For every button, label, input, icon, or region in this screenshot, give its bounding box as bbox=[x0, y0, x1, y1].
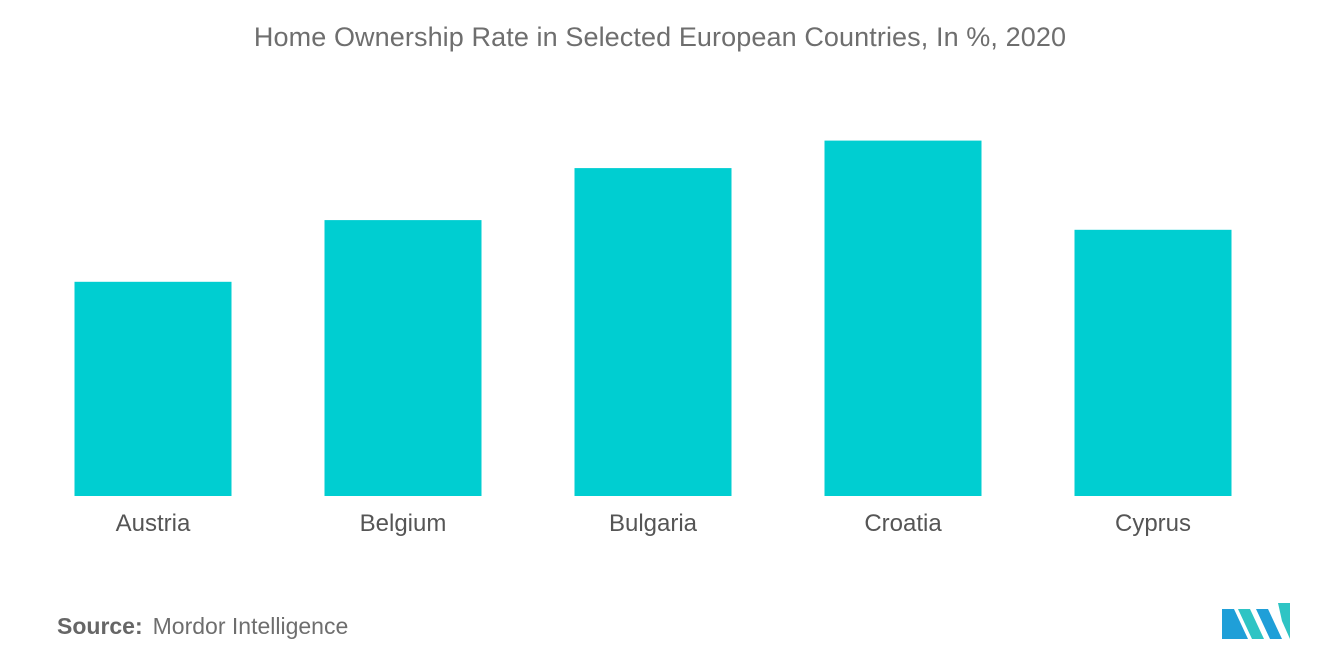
source-note: Source: Mordor Intelligence bbox=[57, 613, 348, 640]
x-tick-label-belgium: Belgium bbox=[360, 510, 447, 537]
source-text: Mordor Intelligence bbox=[152, 613, 349, 639]
bars-group bbox=[74, 140, 1232, 497]
x-tick-label-croatia: Croatia bbox=[864, 510, 942, 537]
mordor-intelligence-logo-icon bbox=[1222, 603, 1290, 639]
bar-croatia bbox=[824, 140, 982, 496]
source-label: Source: bbox=[57, 613, 143, 639]
bar-austria bbox=[74, 281, 232, 496]
x-tick-label-cyprus: Cyprus bbox=[1115, 510, 1191, 537]
bar-cyprus bbox=[1074, 229, 1232, 497]
chart-title: Home Ownership Rate in Selected European… bbox=[253, 22, 1067, 52]
bar-belgium bbox=[324, 220, 482, 496]
x-tick-labels: Austria Belgium Bulgaria Croatia Cyprus bbox=[116, 510, 1191, 537]
x-tick-label-bulgaria: Bulgaria bbox=[609, 510, 698, 537]
bar-bulgaria bbox=[574, 168, 732, 496]
x-tick-label-austria: Austria bbox=[116, 510, 191, 537]
